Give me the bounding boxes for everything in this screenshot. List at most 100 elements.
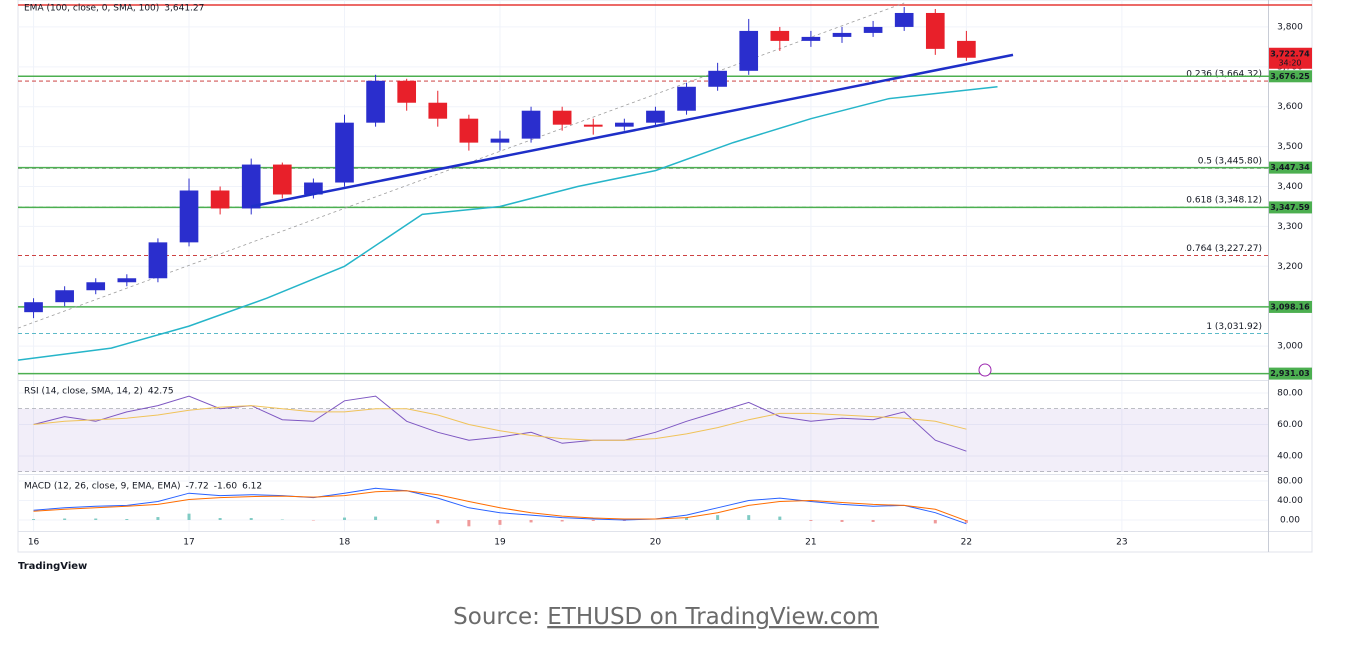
event-icon[interactable]	[978, 363, 992, 377]
histogram-bar	[63, 518, 67, 520]
candle-body	[335, 122, 354, 183]
legend-text: RSI (14, close, SMA, 14, 2)	[24, 387, 143, 397]
legend-text: EMA (100, close, 0, SMA, 100)	[24, 4, 159, 14]
legend-text: MACD (12, 26, close, 9, EMA, EMA)	[24, 482, 181, 492]
histogram-bar	[249, 518, 253, 520]
candle-body	[832, 32, 852, 37]
y-tick-label: 3,800	[1277, 22, 1303, 32]
level-price-label: 2,931.03	[1270, 369, 1309, 378]
level-price-label: 3,447.34	[1270, 163, 1310, 172]
y-tick-label: 40.00	[1277, 451, 1303, 461]
fib-label: 0.618 (3,348.12)	[1186, 196, 1262, 206]
candle-body	[521, 110, 541, 139]
candle-body	[957, 40, 976, 58]
candle-body	[148, 242, 168, 279]
brand: TradingView	[18, 561, 87, 572]
histogram-bar	[529, 519, 533, 523]
candle-body	[770, 30, 790, 41]
indicator-line	[33, 487, 967, 525]
histogram-bar	[125, 519, 129, 520]
candle-body	[179, 190, 199, 243]
fib-label: 0.236 (3,664.32)	[1186, 70, 1262, 80]
x-tick-label: 20	[650, 538, 662, 548]
legend-text: 42.75	[148, 387, 174, 397]
level-price-box	[1269, 300, 1312, 313]
y-tick-label: 80.00	[1277, 388, 1303, 398]
candle-body	[272, 164, 292, 195]
level-price-box	[1269, 367, 1312, 380]
x-tick-label: 16	[28, 538, 40, 548]
candle-body	[677, 86, 696, 111]
histogram-bar	[840, 519, 844, 522]
indicator-line	[33, 405, 967, 441]
histogram-bar	[187, 513, 191, 520]
histogram-bar	[467, 519, 471, 527]
candle-body	[117, 278, 137, 283]
fib-label: 0.764 (3,227.27)	[1186, 244, 1262, 254]
trendline	[250, 53, 1014, 208]
y-tick-label: 3,200	[1277, 262, 1303, 272]
histogram-bar	[498, 519, 502, 525]
candle-body	[863, 26, 883, 33]
level-price-box	[1269, 201, 1312, 214]
source-link[interactable]: ETHUSD on TradingView.com	[547, 604, 879, 630]
histogram-bar	[32, 519, 36, 520]
x-tick-label: 17	[183, 538, 194, 548]
ema-line	[17, 86, 998, 361]
candle-body	[615, 122, 634, 127]
candle-body	[304, 182, 323, 195]
histogram-bar	[933, 519, 937, 524]
legend-text: 3,641.27	[164, 4, 204, 14]
y-tick-label: 3,300	[1277, 222, 1303, 232]
histogram-bar	[871, 519, 875, 522]
source: Source: ETHUSD on TradingView.com	[453, 604, 879, 630]
candle-body	[55, 290, 74, 303]
indicator-line	[33, 490, 967, 522]
level-price-box	[1269, 70, 1312, 83]
candle-body	[241, 164, 261, 209]
x-tick-label: 21	[805, 538, 816, 548]
chart-frame	[17, 0, 1313, 553]
histogram-bar	[778, 516, 782, 520]
candle-body	[708, 70, 727, 87]
candle-body	[366, 80, 385, 123]
countdown-label: 34:20	[1278, 58, 1301, 67]
histogram-bar	[964, 519, 968, 523]
y-tick-label: 0.00	[1280, 515, 1300, 525]
candle-body	[894, 12, 914, 27]
histogram-bar	[591, 519, 595, 521]
histogram-bar	[560, 519, 564, 522]
histogram-bar	[436, 519, 440, 524]
level-price-label: 3,676.25	[1270, 72, 1310, 81]
candle-body	[397, 80, 417, 103]
legend-text: -1.60	[214, 482, 238, 492]
candle-body	[210, 190, 230, 209]
y-tick-label: 40.00	[1277, 496, 1303, 506]
histogram-bar	[716, 515, 720, 520]
histogram-bar	[374, 516, 378, 520]
level-price-label: 3,098.16	[1270, 302, 1310, 311]
candle-body	[583, 124, 603, 127]
y-tick-label: 3,400	[1277, 182, 1303, 192]
rsi-band	[18, 408, 1268, 472]
fib-label: 1 (3,031.92)	[1206, 322, 1262, 332]
indicator-line	[33, 395, 967, 452]
candle-body	[24, 302, 43, 313]
histogram-bar	[342, 517, 346, 520]
histogram-bar	[809, 519, 813, 521]
histogram-bar	[747, 515, 751, 520]
candle-body	[739, 30, 759, 71]
histogram-bar	[218, 518, 222, 520]
source-prefix: Source:	[453, 604, 540, 630]
y-tick-label: 3,600	[1277, 102, 1303, 112]
y-tick-label: 3,500	[1277, 142, 1303, 152]
candle-body	[428, 102, 448, 119]
y-tick-label: 60.00	[1277, 420, 1303, 430]
candle-body	[552, 110, 572, 125]
plot-layer: 3,0003,1003,2003,3003,4003,5003,6003,700…	[17, 0, 1312, 548]
candle-body	[646, 110, 665, 123]
level-price-label: 3,347.59	[1270, 203, 1310, 212]
legend-text: 6.12	[242, 482, 262, 492]
